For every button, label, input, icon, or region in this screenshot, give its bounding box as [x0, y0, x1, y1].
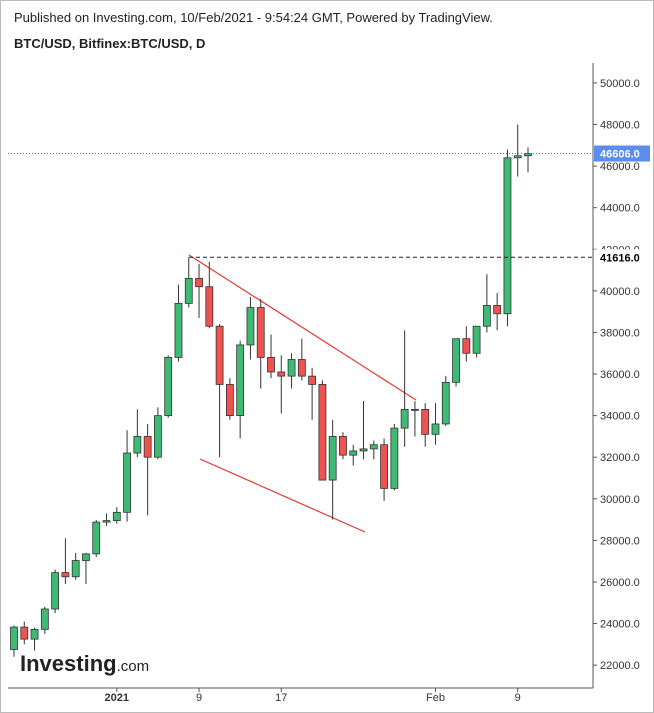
candle-body — [20, 626, 29, 640]
candle-body — [462, 338, 471, 354]
candle-body — [154, 415, 162, 458]
candle-body — [256, 307, 265, 358]
candle-body — [339, 436, 347, 456]
candle-body — [184, 278, 193, 304]
candle-body — [328, 436, 337, 481]
plot-area — [10, 124, 532, 657]
y-tick-label: 22000.0 — [600, 660, 640, 672]
candle-body — [513, 155, 522, 159]
candle-body — [411, 408, 419, 411]
candle-body — [297, 359, 306, 377]
y-tick-label: 40000.0 — [600, 286, 640, 298]
candle-body — [30, 628, 39, 640]
y-tick-label: 50000.0 — [600, 78, 640, 90]
candle-body — [92, 521, 101, 555]
last-price-label-bg — [594, 145, 650, 162]
candle-body — [400, 408, 409, 429]
candle-body — [174, 302, 183, 358]
candle-body — [143, 436, 152, 458]
candle-body — [236, 344, 245, 417]
candle-body — [380, 444, 388, 489]
candle-body — [493, 305, 502, 315]
candle-body — [40, 608, 49, 630]
candle-body — [71, 560, 80, 578]
y-tick-label: 32000.0 — [600, 452, 640, 464]
candle-body — [369, 444, 378, 450]
candle-body — [205, 286, 214, 327]
y-tick-label: 30000.0 — [600, 494, 640, 506]
candle-body — [112, 511, 121, 522]
candle-body — [10, 626, 18, 650]
x-tick-label: 17 — [275, 692, 287, 704]
candle-body — [431, 423, 440, 435]
logo-suffix: .com — [117, 658, 150, 675]
logo: Investing.com — [20, 651, 149, 676]
symbol-title: BTC/USD, Bitfinex:BTC/USD, D — [14, 36, 205, 51]
candle-body — [82, 553, 90, 561]
y-tick-label: 28000.0 — [600, 535, 640, 547]
y-tick-label: 36000.0 — [600, 369, 640, 381]
logo-name: Investing — [20, 651, 117, 676]
candle-body — [51, 572, 60, 610]
last-price-label: 46606.0 — [600, 149, 640, 161]
candle-body — [308, 375, 317, 385]
candle-body — [390, 427, 399, 489]
candle-body — [123, 452, 131, 513]
candle-body — [225, 384, 234, 417]
candle-body — [246, 307, 255, 346]
candle-body — [349, 450, 358, 456]
y-tick-label: 44000.0 — [600, 203, 640, 215]
y-tick-label: 38000.0 — [600, 327, 640, 339]
level-label: 41616.0 — [600, 252, 640, 264]
trend-line — [188, 254, 417, 401]
candle-body — [472, 325, 481, 354]
x-tick-label: 9 — [196, 692, 202, 704]
candle-body — [133, 436, 142, 454]
x-tick-label: 2021 — [105, 692, 129, 704]
candle-body — [482, 305, 491, 327]
candle-body — [277, 371, 286, 377]
candle-body — [441, 381, 450, 425]
y-tick-label: 26000.0 — [600, 577, 640, 589]
candle-body — [503, 157, 512, 315]
candle-body — [215, 325, 224, 385]
x-tick-label: 9 — [515, 692, 521, 704]
y-tick-label: 34000.0 — [600, 411, 640, 423]
candle-body — [452, 338, 460, 383]
candle-body — [287, 359, 296, 377]
candle-body — [164, 357, 173, 417]
x-tick-label: Feb — [426, 692, 445, 704]
published-note: Published on Investing.com, 10/Feb/2021 … — [14, 10, 493, 25]
candle-body — [61, 572, 70, 578]
candle-body — [421, 408, 430, 435]
candle-body — [359, 448, 368, 452]
level-label-bg — [594, 249, 646, 266]
candle-body — [267, 357, 275, 373]
y-tick-label: 24000.0 — [600, 619, 640, 631]
y-tick-label: 46000.0 — [600, 161, 640, 173]
trend-line — [199, 458, 366, 533]
candle-body — [318, 384, 327, 481]
y-tick-label: 48000.0 — [600, 120, 640, 132]
candle-body — [102, 520, 111, 523]
candle-body — [195, 278, 203, 288]
